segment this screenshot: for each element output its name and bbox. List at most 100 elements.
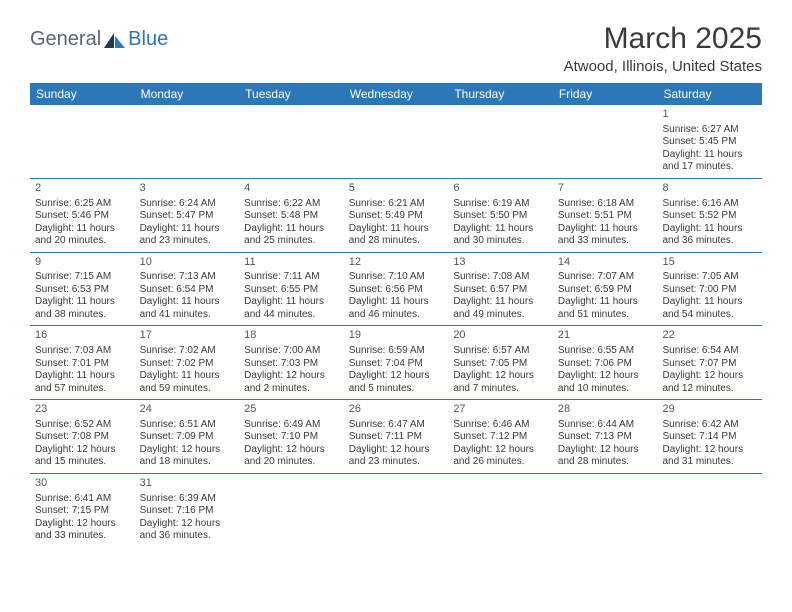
empty-cell	[344, 474, 449, 547]
title-block: March 2025 Atwood, Illinois, United Stat…	[564, 22, 762, 75]
day-cell: 7Sunrise: 6:18 AMSunset: 5:51 PMDaylight…	[553, 179, 658, 252]
sunset-text: Sunset: 7:09 PM	[140, 431, 235, 444]
sunset-text: Sunset: 7:12 PM	[453, 431, 548, 444]
day-cell: 13Sunrise: 7:08 AMSunset: 6:57 PMDayligh…	[448, 253, 553, 326]
day-number: 21	[558, 329, 653, 343]
empty-cell	[135, 105, 240, 178]
sunset-text: Sunset: 7:00 PM	[662, 284, 757, 297]
sunrise-text: Sunrise: 6:59 AM	[349, 345, 444, 358]
empty-cell	[448, 105, 553, 178]
empty-cell	[239, 105, 344, 178]
sunset-text: Sunset: 6:57 PM	[453, 284, 548, 297]
day-number: 11	[244, 256, 339, 270]
sunset-text: Sunset: 7:04 PM	[349, 358, 444, 371]
day-number: 31	[140, 477, 235, 491]
week-row: 2Sunrise: 6:25 AMSunset: 5:46 PMDaylight…	[30, 179, 762, 253]
day-header-sunday: Sunday	[30, 83, 135, 105]
logo-text-general: General	[30, 28, 101, 51]
day-number: 4	[244, 182, 339, 196]
daylight-text: Daylight: 11 hours and 54 minutes.	[662, 296, 757, 321]
day-number: 6	[453, 182, 548, 196]
sunset-text: Sunset: 7:03 PM	[244, 358, 339, 371]
sunrise-text: Sunrise: 7:15 AM	[35, 271, 130, 284]
calendar-grid: Sunday Monday Tuesday Wednesday Thursday…	[30, 83, 762, 547]
sunrise-text: Sunrise: 6:55 AM	[558, 345, 653, 358]
day-number: 26	[349, 403, 444, 417]
day-cell: 14Sunrise: 7:07 AMSunset: 6:59 PMDayligh…	[553, 253, 658, 326]
day-number: 25	[244, 403, 339, 417]
empty-cell	[239, 474, 344, 547]
day-number: 3	[140, 182, 235, 196]
day-number: 7	[558, 182, 653, 196]
daylight-text: Daylight: 11 hours and 36 minutes.	[662, 223, 757, 248]
sunrise-text: Sunrise: 7:05 AM	[662, 271, 757, 284]
daylight-text: Daylight: 11 hours and 46 minutes.	[349, 296, 444, 321]
sunset-text: Sunset: 7:16 PM	[140, 505, 235, 518]
empty-cell	[30, 105, 135, 178]
day-header-friday: Friday	[553, 83, 658, 105]
sunset-text: Sunset: 5:50 PM	[453, 210, 548, 223]
sunset-text: Sunset: 6:59 PM	[558, 284, 653, 297]
day-number: 1	[662, 108, 757, 122]
sunset-text: Sunset: 7:08 PM	[35, 431, 130, 444]
sunset-text: Sunset: 5:45 PM	[662, 136, 757, 149]
calendar-page: General Blue March 2025 Atwood, Illinois…	[0, 0, 792, 557]
day-cell: 24Sunrise: 6:51 AMSunset: 7:09 PMDayligh…	[135, 400, 240, 473]
logo-sail-icon	[104, 31, 126, 49]
daylight-text: Daylight: 11 hours and 30 minutes.	[453, 223, 548, 248]
day-cell: 3Sunrise: 6:24 AMSunset: 5:47 PMDaylight…	[135, 179, 240, 252]
sunset-text: Sunset: 7:06 PM	[558, 358, 653, 371]
day-header-wednesday: Wednesday	[344, 83, 449, 105]
week-row: 30Sunrise: 6:41 AMSunset: 7:15 PMDayligh…	[30, 474, 762, 547]
daylight-text: Daylight: 11 hours and 38 minutes.	[35, 296, 130, 321]
day-cell: 31Sunrise: 6:39 AMSunset: 7:16 PMDayligh…	[135, 474, 240, 547]
day-cell: 11Sunrise: 7:11 AMSunset: 6:55 PMDayligh…	[239, 253, 344, 326]
daylight-text: Daylight: 12 hours and 10 minutes.	[558, 370, 653, 395]
sunset-text: Sunset: 7:05 PM	[453, 358, 548, 371]
day-number: 12	[349, 256, 444, 270]
empty-cell	[657, 474, 762, 547]
sunrise-text: Sunrise: 6:47 AM	[349, 419, 444, 432]
sunrise-text: Sunrise: 7:13 AM	[140, 271, 235, 284]
day-cell: 10Sunrise: 7:13 AMSunset: 6:54 PMDayligh…	[135, 253, 240, 326]
sunset-text: Sunset: 5:47 PM	[140, 210, 235, 223]
day-number: 22	[662, 329, 757, 343]
empty-cell	[344, 105, 449, 178]
sunset-text: Sunset: 5:46 PM	[35, 210, 130, 223]
daylight-text: Daylight: 11 hours and 49 minutes.	[453, 296, 548, 321]
weeks-container: 1Sunrise: 6:27 AMSunset: 5:45 PMDaylight…	[30, 105, 762, 547]
day-number: 16	[35, 329, 130, 343]
empty-cell	[553, 105, 658, 178]
day-number: 23	[35, 403, 130, 417]
sunset-text: Sunset: 6:53 PM	[35, 284, 130, 297]
sunset-text: Sunset: 7:15 PM	[35, 505, 130, 518]
day-number: 17	[140, 329, 235, 343]
day-number: 10	[140, 256, 235, 270]
day-number: 5	[349, 182, 444, 196]
sunset-text: Sunset: 7:11 PM	[349, 431, 444, 444]
day-cell: 6Sunrise: 6:19 AMSunset: 5:50 PMDaylight…	[448, 179, 553, 252]
day-header-monday: Monday	[135, 83, 240, 105]
daylight-text: Daylight: 12 hours and 31 minutes.	[662, 444, 757, 469]
day-cell: 9Sunrise: 7:15 AMSunset: 6:53 PMDaylight…	[30, 253, 135, 326]
sunrise-text: Sunrise: 6:21 AM	[349, 198, 444, 211]
day-cell: 4Sunrise: 6:22 AMSunset: 5:48 PMDaylight…	[239, 179, 344, 252]
sunrise-text: Sunrise: 6:42 AM	[662, 419, 757, 432]
page-header: General Blue March 2025 Atwood, Illinois…	[30, 22, 762, 75]
daylight-text: Daylight: 12 hours and 33 minutes.	[35, 518, 130, 543]
day-cell: 30Sunrise: 6:41 AMSunset: 7:15 PMDayligh…	[30, 474, 135, 547]
day-cell: 1Sunrise: 6:27 AMSunset: 5:45 PMDaylight…	[657, 105, 762, 178]
day-number: 24	[140, 403, 235, 417]
sunrise-text: Sunrise: 6:57 AM	[453, 345, 548, 358]
day-number: 13	[453, 256, 548, 270]
daylight-text: Daylight: 11 hours and 41 minutes.	[140, 296, 235, 321]
day-cell: 23Sunrise: 6:52 AMSunset: 7:08 PMDayligh…	[30, 400, 135, 473]
sunrise-text: Sunrise: 6:44 AM	[558, 419, 653, 432]
sunset-text: Sunset: 5:52 PM	[662, 210, 757, 223]
daylight-text: Daylight: 12 hours and 36 minutes.	[140, 518, 235, 543]
sunrise-text: Sunrise: 6:52 AM	[35, 419, 130, 432]
day-cell: 19Sunrise: 6:59 AMSunset: 7:04 PMDayligh…	[344, 326, 449, 399]
sunset-text: Sunset: 5:51 PM	[558, 210, 653, 223]
sunrise-text: Sunrise: 7:07 AM	[558, 271, 653, 284]
sunrise-text: Sunrise: 7:11 AM	[244, 271, 339, 284]
